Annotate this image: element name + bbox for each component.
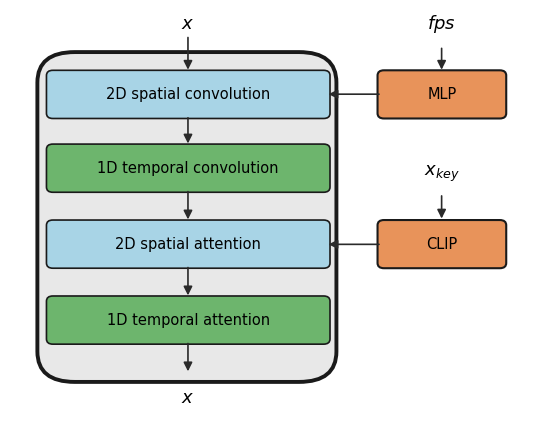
Text: MLP: MLP	[427, 87, 457, 102]
Text: $x_{key}$: $x_{key}$	[423, 164, 460, 184]
FancyBboxPatch shape	[46, 296, 330, 344]
Text: 2D spatial attention: 2D spatial attention	[115, 237, 261, 252]
Text: 2D spatial convolution: 2D spatial convolution	[106, 87, 270, 102]
FancyBboxPatch shape	[378, 70, 506, 118]
Text: 1D temporal attention: 1D temporal attention	[107, 312, 270, 328]
FancyBboxPatch shape	[46, 144, 330, 192]
Text: $x$: $x$	[182, 15, 194, 33]
Text: $x$: $x$	[182, 389, 194, 408]
FancyBboxPatch shape	[37, 52, 336, 382]
FancyBboxPatch shape	[378, 220, 506, 268]
FancyBboxPatch shape	[46, 220, 330, 268]
Text: CLIP: CLIP	[426, 237, 458, 252]
Text: $fps$: $fps$	[427, 13, 456, 35]
FancyBboxPatch shape	[46, 70, 330, 118]
Text: 1D temporal convolution: 1D temporal convolution	[98, 161, 279, 176]
